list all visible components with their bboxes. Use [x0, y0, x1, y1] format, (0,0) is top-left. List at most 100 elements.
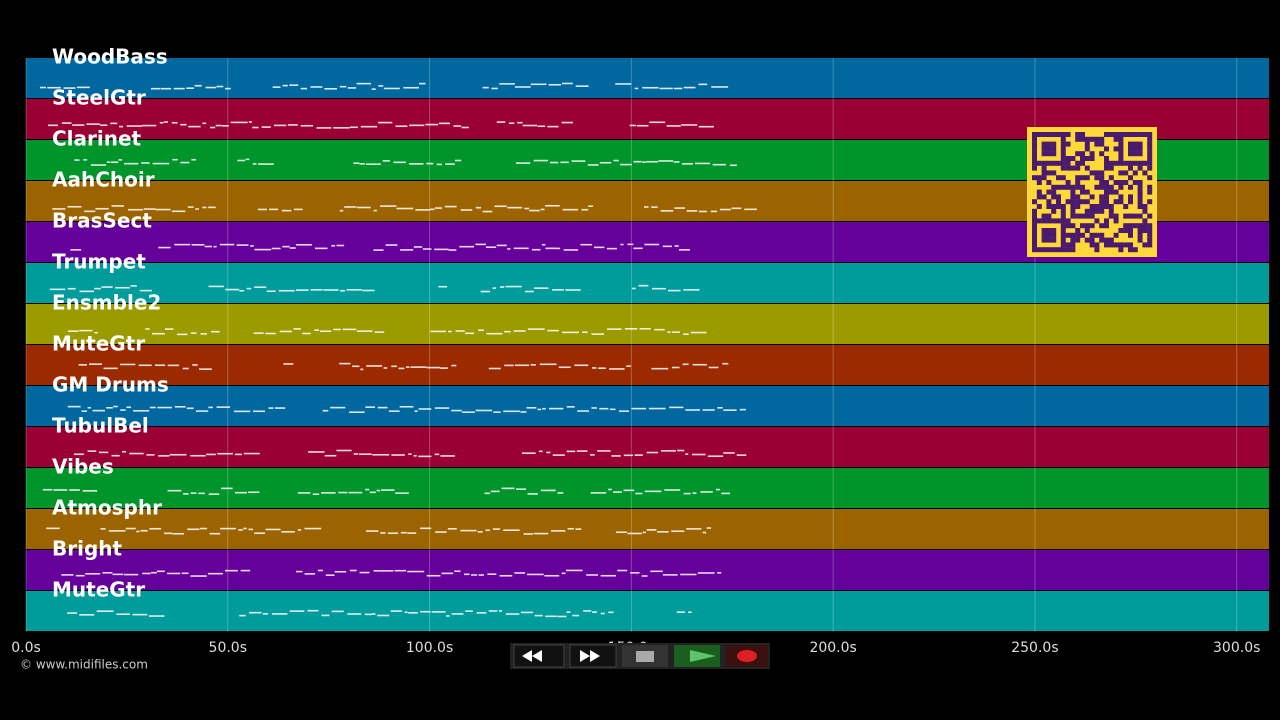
note — [513, 330, 526, 332]
qr-cell — [1089, 242, 1095, 248]
qr-cell — [1137, 165, 1143, 171]
note — [692, 363, 707, 366]
play-button[interactable] — [674, 645, 720, 667]
note — [690, 331, 707, 334]
note — [133, 409, 150, 412]
note — [580, 243, 593, 246]
qr-cell — [1113, 218, 1119, 224]
qr-cell — [1084, 146, 1090, 152]
track-label: MuteGtr — [52, 332, 145, 356]
qr-cell — [1142, 132, 1148, 137]
qr-cell — [1094, 170, 1100, 176]
qr-cell — [1065, 160, 1071, 166]
note — [145, 328, 150, 330]
note — [492, 528, 501, 530]
note — [249, 611, 262, 614]
qr-cell — [1128, 132, 1133, 137]
note — [295, 570, 303, 573]
qr-cell — [1036, 204, 1042, 209]
note — [451, 364, 457, 367]
qr-cell — [1065, 232, 1071, 238]
note — [697, 572, 715, 574]
note — [440, 367, 448, 369]
note — [78, 364, 87, 366]
qr-cell — [1070, 199, 1076, 205]
qr-cell — [1060, 160, 1066, 166]
grid — [25, 58, 1238, 632]
qr-cell — [1046, 189, 1052, 195]
note — [52, 208, 66, 210]
note — [436, 163, 442, 166]
note — [174, 243, 191, 246]
note — [715, 488, 721, 491]
note — [236, 244, 249, 246]
stop-button[interactable] — [622, 645, 668, 667]
note — [165, 328, 174, 330]
qr-cell — [1075, 184, 1081, 190]
qr-cell — [1147, 223, 1153, 229]
note — [434, 531, 447, 533]
note — [101, 286, 113, 288]
note — [623, 454, 633, 457]
track-row — [26, 263, 1269, 303]
qr-cell — [1075, 160, 1081, 166]
note — [546, 451, 551, 454]
note — [333, 328, 341, 331]
qr-cell — [1032, 132, 1037, 137]
forward-button[interactable] — [569, 644, 617, 668]
qr-cell — [1147, 156, 1153, 161]
note — [246, 287, 252, 290]
qr-cell — [1051, 204, 1057, 209]
note — [210, 126, 216, 129]
note — [515, 162, 531, 164]
note — [680, 573, 697, 576]
note — [252, 126, 259, 129]
note — [49, 288, 66, 291]
note — [617, 569, 628, 572]
note — [566, 406, 575, 408]
track-label: MuteGtr — [52, 578, 145, 602]
note — [112, 573, 124, 576]
note — [293, 208, 303, 211]
qr-cell — [1104, 218, 1109, 224]
track-label: Vibes — [52, 455, 114, 479]
note — [383, 87, 400, 90]
note — [359, 571, 370, 574]
note — [174, 406, 186, 408]
qr-cell — [1108, 189, 1114, 195]
note — [514, 86, 531, 88]
note — [186, 407, 194, 410]
rewind-button[interactable] — [513, 644, 565, 668]
note — [541, 243, 546, 246]
note — [404, 611, 408, 614]
qr-cell — [1080, 213, 1085, 219]
qr-cell — [1142, 204, 1148, 209]
qr-cell — [1123, 180, 1129, 185]
qr-cell — [1032, 160, 1037, 166]
note — [373, 570, 380, 572]
note — [396, 207, 414, 210]
note — [508, 122, 515, 125]
note — [620, 243, 624, 246]
note — [478, 574, 484, 576]
note — [420, 610, 431, 613]
note — [265, 528, 281, 531]
note — [110, 161, 119, 164]
note — [336, 244, 345, 247]
note — [63, 87, 76, 89]
note — [448, 249, 457, 251]
note — [592, 367, 597, 369]
record-button[interactable] — [726, 645, 768, 667]
qr-cell — [1041, 213, 1047, 219]
qr-cell — [1041, 194, 1047, 200]
qr-cell — [1060, 141, 1066, 147]
note — [642, 531, 646, 534]
note — [533, 532, 549, 535]
qr-cell — [1051, 160, 1057, 166]
note — [563, 249, 579, 251]
note — [408, 612, 418, 614]
qr-cell — [1046, 160, 1052, 166]
qr-cell — [1113, 132, 1119, 137]
note — [300, 124, 314, 127]
qr-cell — [1046, 237, 1052, 243]
